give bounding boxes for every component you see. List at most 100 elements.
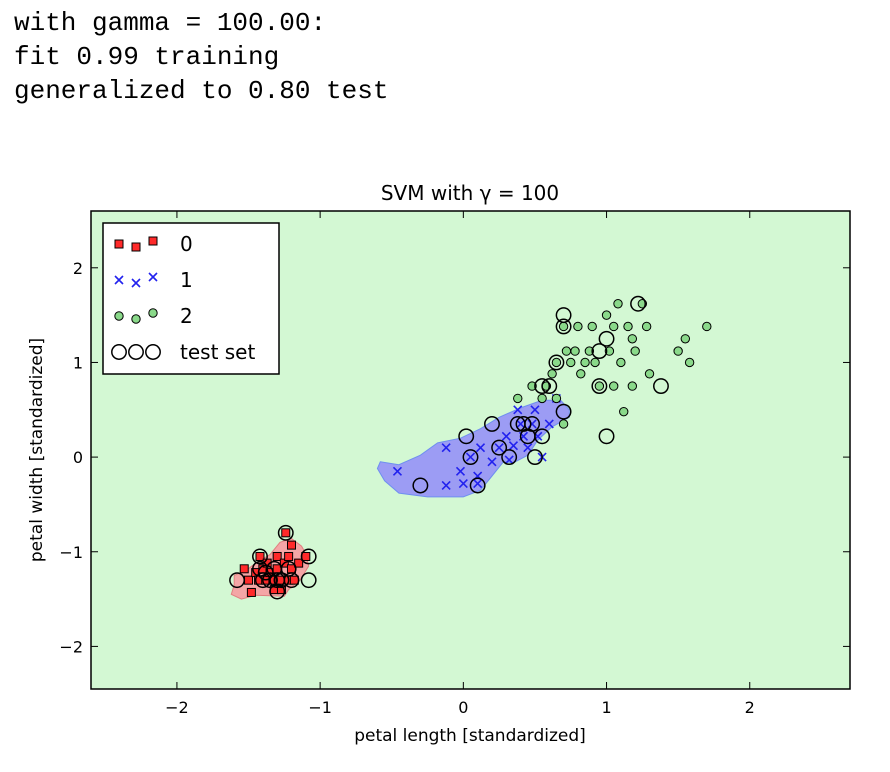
class-2-point <box>673 346 683 356</box>
legend-marker <box>111 344 127 360</box>
test-set-point <box>300 572 317 589</box>
test-set-point <box>598 428 615 445</box>
legend-marker <box>128 344 144 360</box>
y-tick-label: −2 <box>59 637 83 656</box>
legend: 0 1 2 test set <box>102 222 280 375</box>
class-1-point <box>523 443 533 453</box>
legend-marker <box>145 344 161 360</box>
legend-label: 0 <box>180 232 193 256</box>
x-tick-label: 2 <box>745 698 755 717</box>
test-set-point <box>491 439 508 456</box>
class-1-point <box>513 405 523 415</box>
test-set-point <box>591 343 608 360</box>
class-2-point <box>587 321 597 332</box>
class-2-point <box>576 369 586 379</box>
class-2-point <box>601 310 612 320</box>
output-line-2: fit 0.99 training <box>14 42 280 72</box>
class-0-point <box>294 558 304 568</box>
x-axis-label: petal length [standardized] <box>354 726 586 746</box>
test-set-point <box>524 416 541 432</box>
class-0-point <box>281 528 291 538</box>
test-set-point <box>257 564 274 581</box>
test-set-point <box>484 416 500 432</box>
legend-entry-0: 0 <box>114 232 193 256</box>
class-2-point <box>613 299 623 309</box>
test-set-point <box>555 403 572 420</box>
class-0-point <box>239 564 249 574</box>
class-1-point <box>487 457 497 467</box>
axis-ticks: −2 −1 0 1 2 −2 −1 0 1 2 <box>59 211 850 717</box>
class-2-point <box>619 406 629 417</box>
test-set-point <box>548 354 565 371</box>
class-2-point <box>561 346 572 356</box>
x-tick-label: −2 <box>165 698 189 717</box>
class-0-point <box>284 551 294 561</box>
test-set-point <box>229 572 246 589</box>
y-tick-label: 0 <box>73 448 83 467</box>
test-set-point <box>283 572 300 589</box>
output-line-3: generalized to 0.80 test <box>14 76 389 106</box>
data-points <box>229 295 712 600</box>
x-tick-label: 1 <box>601 698 611 717</box>
class-1-point <box>508 441 519 451</box>
class-2-point <box>547 369 557 379</box>
class-1-point <box>504 455 514 465</box>
class-1-point <box>441 443 451 453</box>
class-2-point <box>558 419 569 429</box>
class-2-point <box>527 381 537 391</box>
class-2-point <box>584 346 595 356</box>
class-1-point <box>494 443 504 453</box>
test-set-point <box>653 378 669 395</box>
class-2-point <box>551 357 562 368</box>
class-1-point <box>530 405 540 415</box>
legend-marker <box>114 275 124 285</box>
test-set-point <box>555 318 572 335</box>
class-0-point <box>255 551 265 561</box>
class-2-point <box>580 357 590 368</box>
class-1-point <box>516 419 526 429</box>
test-set-point <box>534 378 551 395</box>
class-1-point <box>455 466 466 476</box>
class-2-point <box>641 321 652 332</box>
x-tick-label: −1 <box>308 698 332 717</box>
class-2-point <box>537 393 547 404</box>
test-set-point <box>541 378 558 395</box>
class-2-point <box>627 334 638 344</box>
class-2-point <box>604 346 615 356</box>
test-set-point <box>469 477 486 494</box>
legend-marker <box>131 242 141 252</box>
class-0-point <box>286 540 296 550</box>
class-0-point <box>272 551 282 561</box>
y-axis-label: petal width [standardized] <box>27 338 47 562</box>
class-0-point <box>246 587 256 597</box>
legend-entry-1: 1 <box>114 268 193 292</box>
legend-marker <box>148 236 158 246</box>
class-2-point <box>609 321 619 332</box>
test-set-point <box>462 449 479 466</box>
test-set-point <box>273 572 290 589</box>
class-2-point <box>609 381 619 391</box>
test-set-point <box>269 583 286 600</box>
test-set-point <box>630 295 647 312</box>
class-1-point <box>441 480 451 491</box>
class-1-point <box>473 479 483 489</box>
class-2-point <box>558 321 569 332</box>
test-set-point <box>526 449 543 466</box>
class-2-point <box>616 357 626 368</box>
legend-marker <box>131 278 141 288</box>
class-2-point <box>590 357 600 368</box>
class-0-point <box>244 575 254 585</box>
test-set-point <box>534 428 551 445</box>
x-tick-label: 0 <box>458 698 468 717</box>
class-1-point <box>458 479 468 489</box>
class-1-point <box>501 431 511 441</box>
test-set-point <box>458 428 475 445</box>
test-set-point <box>591 378 608 395</box>
legend-marker <box>148 308 158 318</box>
test-set-point <box>262 572 278 589</box>
legend-marker <box>114 311 124 321</box>
class-1-point <box>392 466 403 476</box>
class-2-point <box>573 321 583 332</box>
y-tick-label: 1 <box>73 353 83 372</box>
